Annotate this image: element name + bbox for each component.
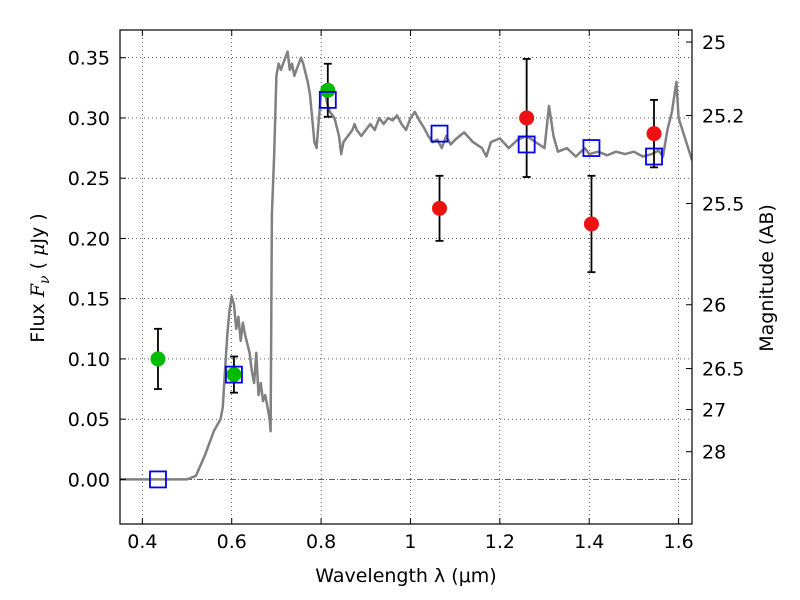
data-point-square xyxy=(517,135,536,154)
right-tick-label: 25 xyxy=(702,32,726,54)
data-point-square xyxy=(225,365,243,384)
y-axis-title: Flux Fν ( μJy ) xyxy=(27,213,53,342)
y-tick-label: 0.20 xyxy=(68,228,110,250)
spectrum-line xyxy=(120,50,692,481)
x-tick-label: 1.6 xyxy=(663,531,693,553)
y-tick-label: 0.25 xyxy=(68,168,110,190)
data-point-square xyxy=(149,470,167,489)
data-point-square xyxy=(318,90,337,109)
x-axis-title: Wavelength λ (μm) xyxy=(315,565,496,587)
x-tick-label: 0.4 xyxy=(127,531,157,553)
grid xyxy=(120,30,692,524)
y-tick-label: 0.30 xyxy=(68,108,110,130)
x-tick-label: 1.4 xyxy=(574,531,604,553)
template-spectrum xyxy=(120,50,692,481)
right-tick-label: 27 xyxy=(702,400,726,422)
x-tick-label: 1 xyxy=(404,531,416,553)
right-tick-label: 28 xyxy=(702,442,726,464)
data-point-circle xyxy=(646,126,662,142)
data-point-square xyxy=(645,147,663,166)
x-tick-label: 0.8 xyxy=(306,531,336,553)
right-tick-label: 25.2 xyxy=(702,106,744,128)
axis-ticks: 0.4 0.6 0.8 1 1.2 1.4 1.6 0.00 0.05 0.10 0.15 0.20 0… xyxy=(68,30,744,553)
y-tick-label: 0.00 xyxy=(68,469,110,491)
y-tick-label: 0.35 xyxy=(68,48,110,70)
plot-frame xyxy=(119,29,693,525)
y-tick-label: 0.15 xyxy=(68,289,110,311)
data-point-circle xyxy=(519,110,535,126)
right-tick-label: 26.5 xyxy=(702,359,744,381)
data-point-square xyxy=(582,139,601,157)
data-point-circle xyxy=(320,82,336,98)
data-point-circle xyxy=(432,200,448,216)
photometry-points xyxy=(149,58,663,489)
data-point-circle xyxy=(150,351,166,367)
x-tick-label: 1.2 xyxy=(485,531,515,553)
right-tick-label: 25.5 xyxy=(702,194,744,216)
y-tick-label: 0.10 xyxy=(68,349,110,371)
y-tick-label: 0.05 xyxy=(68,409,110,431)
data-point-square xyxy=(430,124,449,143)
x-tick-label: 0.6 xyxy=(217,531,247,553)
data-point-circle xyxy=(226,367,242,383)
right-axis-title: Magnitude (AB) xyxy=(756,204,778,352)
right-tick-label: 26 xyxy=(702,295,726,317)
data-point-circle xyxy=(583,216,599,232)
